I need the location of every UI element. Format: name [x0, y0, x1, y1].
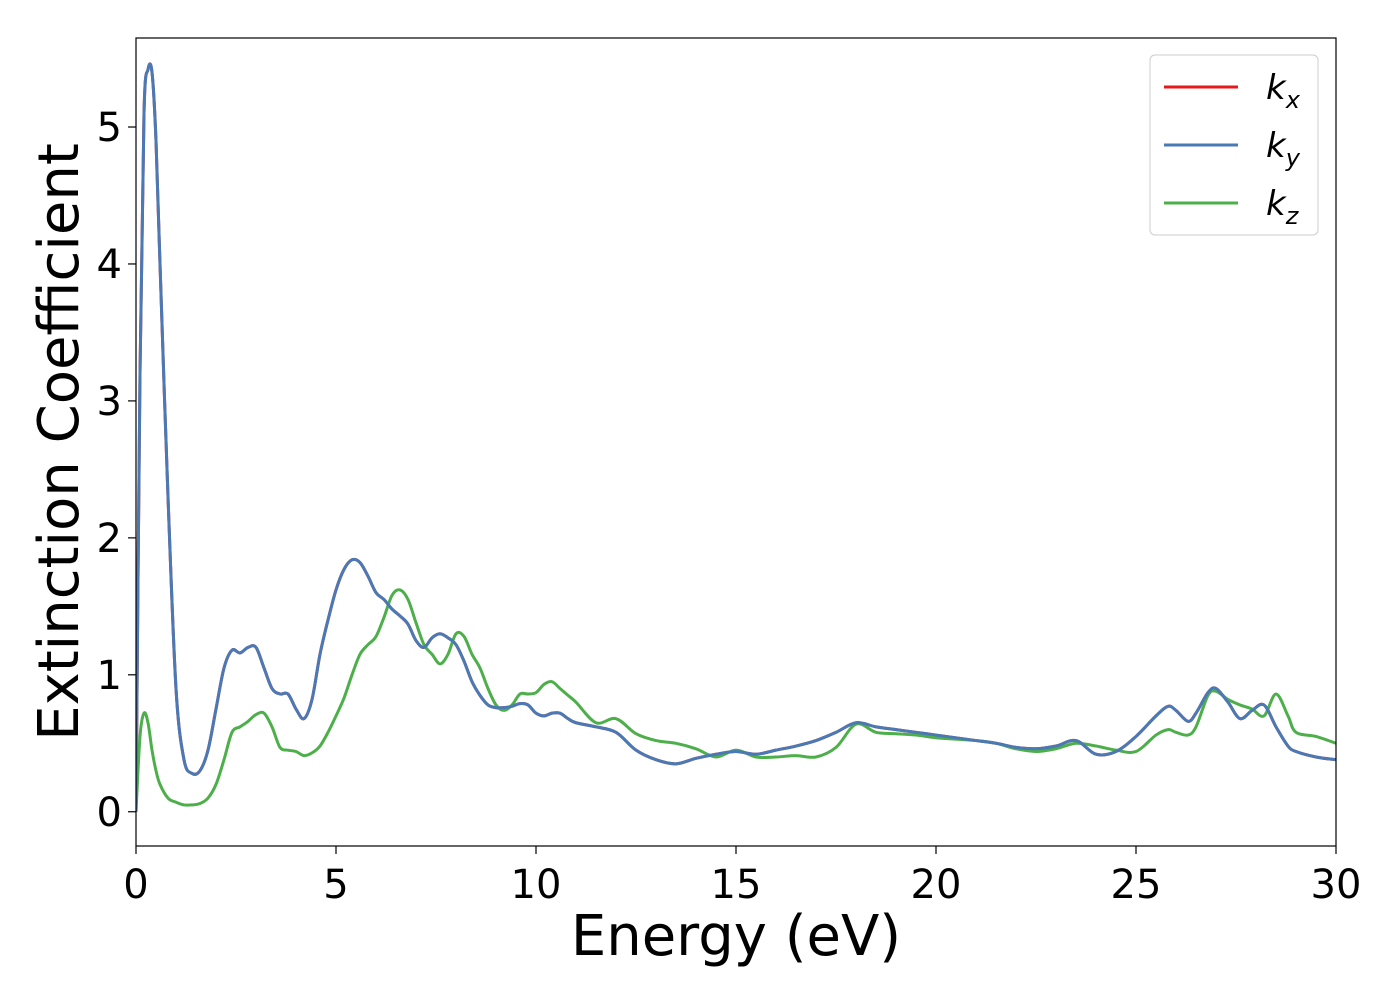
legend-label-base: k [1266, 184, 1287, 224]
legend-label-subscript: y [1285, 144, 1301, 172]
y-tick-label: 5 [97, 105, 122, 151]
x-tick-label: 0 [123, 862, 148, 908]
y-axis-title: Extinction Coefficient [27, 143, 92, 741]
x-axis-ticks: 0 5 10 15 20 25 30 [123, 846, 1361, 908]
y-tick-label: 4 [97, 242, 122, 288]
legend-label-base: k [1266, 68, 1287, 108]
legend-label-z: kz [1266, 184, 1300, 230]
series-line-y [136, 62, 1336, 812]
x-tick-label: 20 [911, 862, 962, 908]
y-tick-label: 0 [97, 790, 122, 836]
x-tick-label: 5 [323, 862, 348, 908]
legend-label-x: kx [1266, 68, 1301, 114]
x-tick-label: 10 [511, 862, 562, 908]
series-layer [136, 62, 1336, 812]
y-tick-label: 1 [97, 653, 122, 699]
x-axis-title: Energy (eV) [571, 904, 901, 969]
x-tick-label: 30 [1311, 862, 1362, 908]
legend-label-y: ky [1266, 126, 1301, 172]
y-tick-label: 3 [97, 379, 122, 425]
legend-label-base: k [1266, 126, 1287, 166]
y-axis-ticks: 0 1 2 3 4 5 [97, 105, 136, 836]
legend-label-subscript: x [1285, 86, 1301, 114]
legend-label-subscript: z [1285, 202, 1300, 230]
y-tick-label: 2 [97, 516, 122, 562]
x-tick-label: 25 [1111, 862, 1162, 908]
x-tick-label: 15 [711, 862, 762, 908]
